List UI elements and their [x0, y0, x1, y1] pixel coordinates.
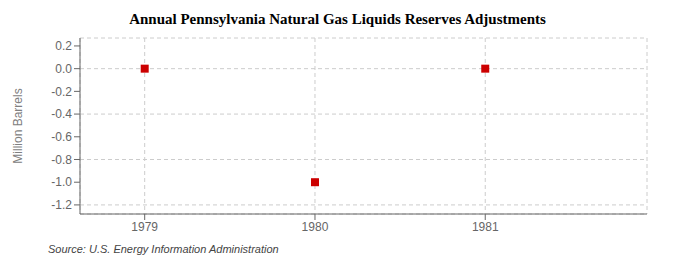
svg-text:-1.0: -1.0 — [51, 175, 72, 189]
svg-text:0.0: 0.0 — [55, 62, 72, 76]
svg-text:1979: 1979 — [131, 220, 158, 234]
svg-text:-0.2: -0.2 — [51, 85, 72, 99]
svg-text:-0.6: -0.6 — [51, 130, 72, 144]
svg-text:1981: 1981 — [472, 220, 499, 234]
html-text:Annual Pennsylvania Natural Ga: Annual Pennsylvania Natural Gas Liquids … — [129, 11, 546, 27]
svg-text:Million Barrels: Million Barrels — [11, 88, 25, 163]
svg-text:-0.8: -0.8 — [51, 153, 72, 167]
svg-text:0.2: 0.2 — [55, 39, 72, 53]
html-text:Source: U.S. Energy Informatio: Source: U.S. Energy Information Administ… — [48, 243, 279, 255]
svg-text:-0.4: -0.4 — [51, 107, 72, 121]
svg-text:-1.2: -1.2 — [51, 198, 72, 212]
svg-text:1980: 1980 — [302, 220, 329, 234]
